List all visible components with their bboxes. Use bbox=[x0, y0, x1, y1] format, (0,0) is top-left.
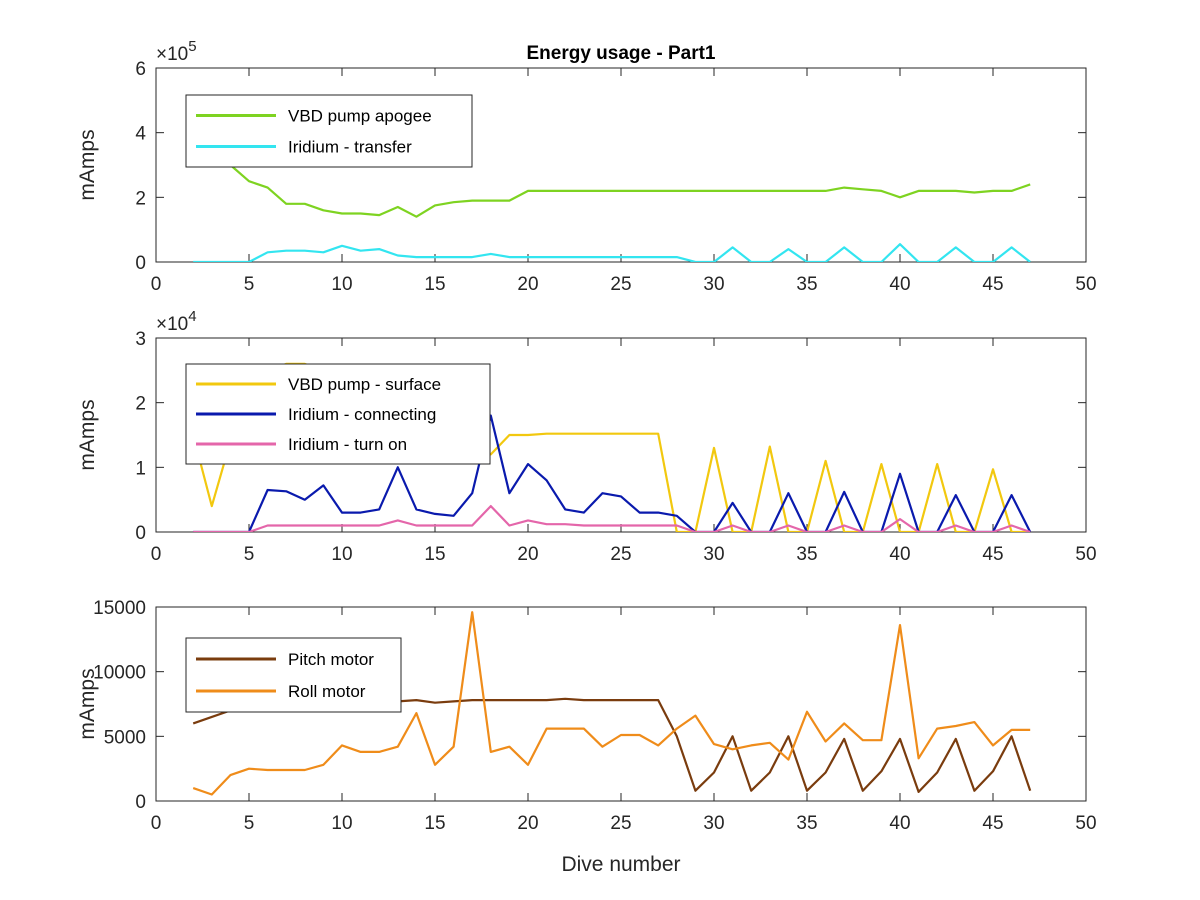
x-tick-label: 5 bbox=[244, 544, 255, 565]
y-tick-label: 2 bbox=[135, 394, 146, 415]
x-tick-label: 5 bbox=[244, 813, 255, 834]
legend-entry: VBD pump - surface bbox=[288, 375, 441, 394]
x-tick-label: 15 bbox=[424, 274, 445, 295]
y-tick-label: 2 bbox=[135, 188, 146, 209]
y-tick-label: 0 bbox=[135, 253, 146, 274]
series-line-2 bbox=[192, 611, 1031, 796]
chart-title: Energy usage - Part1 bbox=[526, 43, 715, 64]
legend: VBD pump - surface Iridium - connecting Ir… bbox=[185, 363, 491, 465]
x-tick-label: 50 bbox=[1075, 544, 1096, 565]
y-tick-label: 15000 bbox=[93, 598, 146, 619]
legend-entry: Iridium - transfer bbox=[288, 138, 412, 157]
y-tick-label: 3 bbox=[135, 329, 146, 350]
x-tick-label: 15 bbox=[424, 544, 445, 565]
y-tick-label: 5000 bbox=[104, 727, 146, 748]
x-tick-label: 25 bbox=[610, 544, 631, 565]
legend-entry: Pitch motor bbox=[288, 650, 374, 669]
x-tick-label: 20 bbox=[517, 813, 538, 834]
y-axis-label: mAmps bbox=[76, 129, 99, 200]
x-tick-label: 20 bbox=[517, 544, 538, 565]
exponent-base: 10 bbox=[167, 44, 188, 65]
x-tick-label: 30 bbox=[703, 274, 724, 295]
x-tick-label: 35 bbox=[796, 813, 817, 834]
subplot-1: 0 5 10 15 20 25 30 35 40 45 500246×105mAmpsEnergy … bbox=[76, 38, 1097, 295]
x-tick-label: 15 bbox=[424, 813, 445, 834]
x-tick-label: 10 bbox=[331, 274, 352, 295]
legend-entry: VBD pump apogee bbox=[288, 107, 432, 126]
x-tick-label: 25 bbox=[610, 813, 631, 834]
x-tick-label: 40 bbox=[889, 274, 910, 295]
legend-box bbox=[185, 637, 402, 713]
y-tick-label: 4 bbox=[135, 124, 146, 145]
y-tick-label: 0 bbox=[135, 792, 146, 813]
x-tick-label: 45 bbox=[982, 274, 1003, 295]
x-tick-label: 5 bbox=[244, 274, 255, 295]
legend-box bbox=[185, 94, 473, 168]
x-tick-label: 10 bbox=[331, 544, 352, 565]
y-axis-label: mAmps bbox=[76, 668, 99, 739]
x-tick-label: 0 bbox=[151, 544, 162, 565]
y-exponent: ×105 bbox=[156, 38, 197, 65]
x-tick-label: 0 bbox=[151, 274, 162, 295]
x-tick-label: 0 bbox=[151, 813, 162, 834]
x-tick-label: 10 bbox=[331, 813, 352, 834]
x-tick-label: 30 bbox=[703, 544, 724, 565]
x-axis-label: Dive number bbox=[561, 853, 680, 876]
x-tick-label: 35 bbox=[796, 274, 817, 295]
series-line-1 bbox=[192, 125, 1031, 218]
x-tick-label: 20 bbox=[517, 274, 538, 295]
x-tick-label: 50 bbox=[1075, 274, 1096, 295]
x-tick-label: 35 bbox=[796, 544, 817, 565]
x-tick-label: 45 bbox=[982, 544, 1003, 565]
series-line-2 bbox=[193, 243, 1031, 262]
y-tick-label: 1 bbox=[135, 458, 146, 479]
y-tick-label: 10000 bbox=[93, 663, 146, 684]
series-line-3 bbox=[193, 505, 1031, 532]
exponent-times: × bbox=[156, 314, 167, 335]
exponent-power: 5 bbox=[188, 38, 196, 55]
x-tick-label: 50 bbox=[1075, 813, 1096, 834]
series-line-2 bbox=[193, 414, 1032, 532]
x-tick-label: 40 bbox=[889, 544, 910, 565]
legend-entry: Iridium - turn on bbox=[288, 435, 407, 454]
legend-entry: Iridium - connecting bbox=[288, 405, 436, 424]
y-tick-label: 6 bbox=[135, 59, 146, 80]
y-tick-label: 0 bbox=[135, 523, 146, 544]
x-tick-label: 40 bbox=[889, 813, 910, 834]
legend: VBD pump apogee Iridium - transfer bbox=[185, 94, 473, 168]
legend: Pitch motor Roll motor bbox=[185, 637, 402, 713]
exponent-times: × bbox=[156, 44, 167, 65]
subplot-3: 0 5 10 15 20 25 30 35 40 45 50 0 5000 10000 15000 mAmps… bbox=[76, 598, 1097, 876]
legend-entry: Roll motor bbox=[288, 682, 366, 701]
x-tick-label: 45 bbox=[982, 813, 1003, 834]
exponent-power: 4 bbox=[188, 308, 196, 325]
exponent-base: 10 bbox=[167, 314, 188, 335]
x-tick-label: 25 bbox=[610, 274, 631, 295]
x-tick-label: 30 bbox=[703, 813, 724, 834]
y-axis-label: mAmps bbox=[76, 399, 99, 470]
y-exponent: ×104 bbox=[156, 308, 197, 335]
